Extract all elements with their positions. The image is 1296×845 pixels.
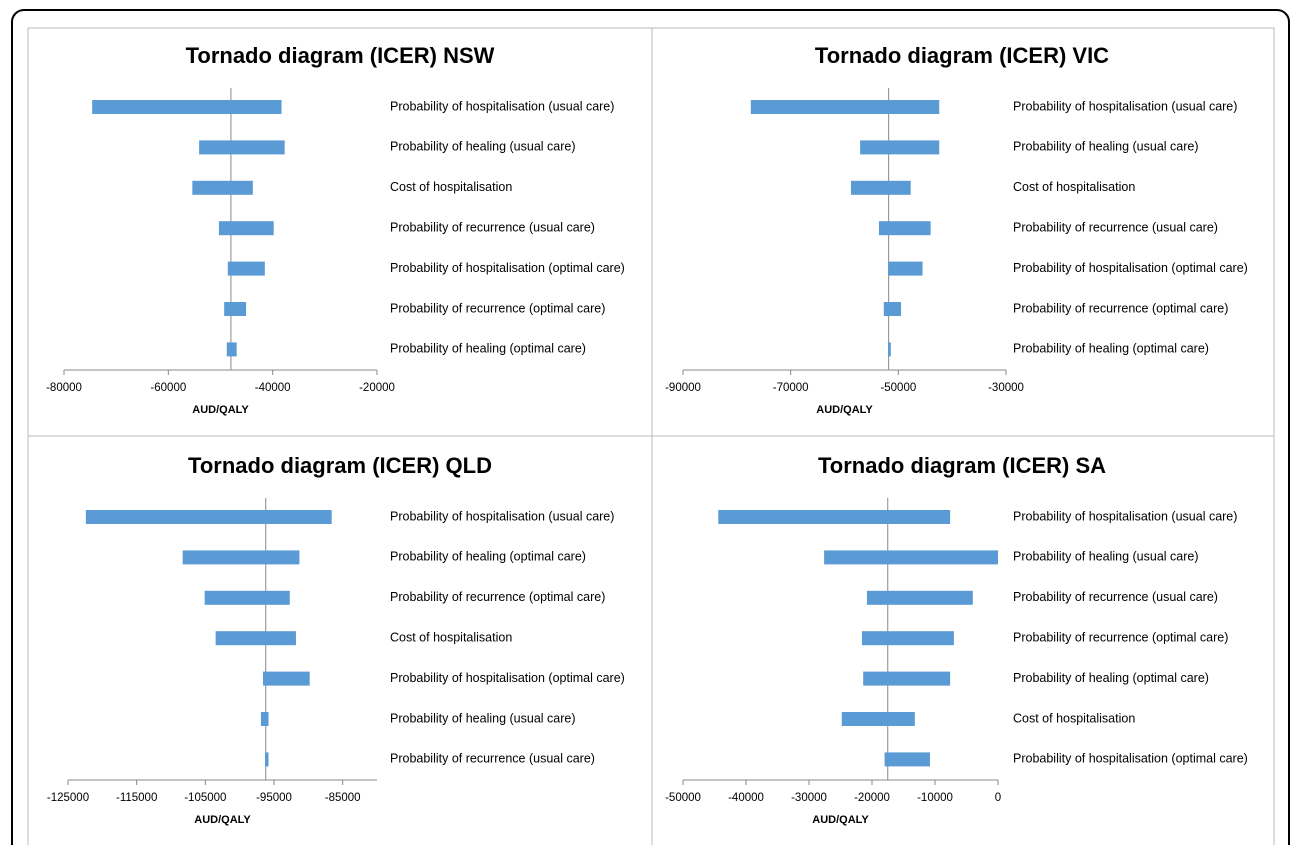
x-tick-label: -70000 xyxy=(773,382,809,394)
category-label: Probability of healing (usual care) xyxy=(390,140,576,154)
x-tick-label: -30000 xyxy=(791,792,827,804)
bar xyxy=(226,342,237,357)
category-label: Probability of recurrence (optimal care) xyxy=(1013,301,1228,315)
category-label: Probability of hospitalisation (usual ca… xyxy=(1013,509,1237,523)
bar xyxy=(878,221,931,236)
bar xyxy=(85,510,332,524)
panel-frame xyxy=(27,27,1275,845)
x-axis-label: AUD/QALY xyxy=(192,404,249,416)
x-tick-label: -50000 xyxy=(880,382,916,394)
category-label: Probability of healing (usual care) xyxy=(1013,140,1199,154)
x-tick-label: -95000 xyxy=(256,792,292,804)
bar xyxy=(92,100,282,114)
bar xyxy=(888,342,891,357)
bar xyxy=(850,180,911,195)
category-label: Probability of hospitalisation (optimal … xyxy=(1013,261,1248,275)
bar xyxy=(888,261,923,276)
x-tick-label: -20000 xyxy=(854,792,890,804)
bar xyxy=(192,180,253,195)
x-tick-label: -40000 xyxy=(255,382,291,394)
category-label: Probability of recurrence (optimal care) xyxy=(1013,630,1228,644)
category-label: Probability of recurrence (usual care) xyxy=(390,752,595,766)
category-label: Cost of hospitalisation xyxy=(1013,711,1135,725)
category-label: Probability of recurrence (usual care) xyxy=(1013,220,1218,234)
category-label: Probability of healing (optimal care) xyxy=(1013,671,1209,685)
chart-title: Tornado diagram (ICER) VIC xyxy=(815,43,1109,68)
x-tick-label: 0 xyxy=(995,792,1001,804)
x-axis-label: AUD/QALY xyxy=(812,814,869,826)
bar xyxy=(883,302,902,316)
category-label: Probability of hospitalisation (optimal … xyxy=(390,671,625,685)
x-tick-label: -85000 xyxy=(325,792,361,804)
x-axis-label: AUD/QALY xyxy=(816,404,873,416)
x-tick-label: -50000 xyxy=(665,792,701,804)
bar xyxy=(860,140,940,155)
bar xyxy=(861,631,954,646)
category-label: Probability of healing (optimal care) xyxy=(1013,342,1209,356)
bar xyxy=(263,671,310,686)
category-label: Probability of healing (optimal care) xyxy=(390,550,586,564)
bar xyxy=(824,550,998,565)
category-label: Cost of hospitalisation xyxy=(390,180,512,194)
bar xyxy=(199,140,285,155)
category-label: Probability of healing (usual care) xyxy=(390,711,576,725)
category-label: Probability of hospitalisation (usual ca… xyxy=(390,509,614,523)
bar xyxy=(215,631,296,646)
x-tick-label: -90000 xyxy=(665,382,701,394)
category-label: Probability of healing (optimal care) xyxy=(390,342,586,356)
category-label: Probability of recurrence (usual care) xyxy=(390,220,595,234)
bar xyxy=(866,590,973,605)
category-label: Probability of hospitalisation (optimal … xyxy=(1013,752,1248,766)
x-tick-label: -105000 xyxy=(184,792,226,804)
chart-title: Tornado diagram (ICER) SA xyxy=(818,453,1106,478)
chart-title: Tornado diagram (ICER) NSW xyxy=(186,43,495,68)
bar xyxy=(260,712,269,726)
x-tick-label: -20000 xyxy=(359,382,395,394)
bar xyxy=(265,752,269,767)
bar xyxy=(718,510,951,524)
chart-title: Tornado diagram (ICER) QLD xyxy=(188,453,492,478)
category-label: Probability of hospitalisation (usual ca… xyxy=(1013,99,1237,113)
category-label: Probability of recurrence (optimal care) xyxy=(390,301,605,315)
bar xyxy=(884,752,930,767)
category-label: Probability of recurrence (usual care) xyxy=(1013,590,1218,604)
x-axis-label: AUD/QALY xyxy=(194,814,251,826)
bar xyxy=(227,261,265,276)
bar xyxy=(224,302,247,316)
bar xyxy=(750,100,940,114)
bar xyxy=(204,590,290,605)
category-label: Cost of hospitalisation xyxy=(1013,180,1135,194)
outer-frame xyxy=(11,9,1290,845)
bar xyxy=(863,671,951,686)
x-tick-label: -115000 xyxy=(116,792,157,804)
category-label: Cost of hospitalisation xyxy=(390,630,512,644)
category-label: Probability of recurrence (optimal care) xyxy=(390,590,605,604)
x-tick-label: -10000 xyxy=(917,792,953,804)
category-label: Probability of hospitalisation (optimal … xyxy=(390,261,625,275)
x-tick-label: -40000 xyxy=(728,792,764,804)
x-tick-label: -60000 xyxy=(150,382,186,394)
x-tick-label: -80000 xyxy=(46,382,82,394)
bar xyxy=(218,221,274,236)
category-label: Probability of hospitalisation (usual ca… xyxy=(390,99,614,113)
x-tick-label: -30000 xyxy=(988,382,1024,394)
x-tick-label: -125000 xyxy=(47,792,89,804)
bar xyxy=(182,550,300,565)
category-label: Probability of healing (usual care) xyxy=(1013,550,1199,564)
bar xyxy=(841,712,915,726)
